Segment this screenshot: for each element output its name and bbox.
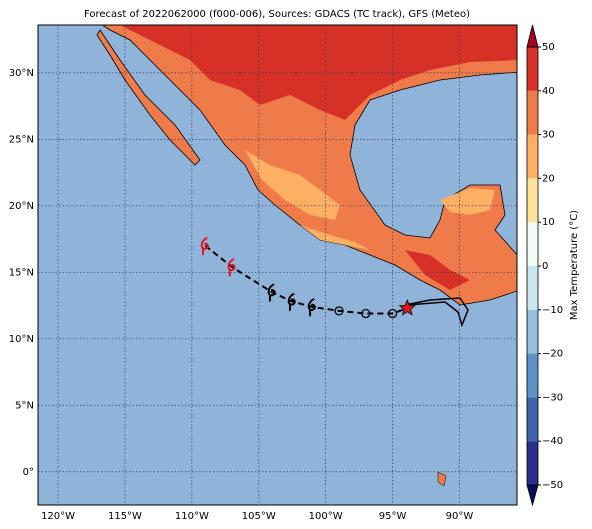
storm-symbol (287, 292, 296, 312)
colorbar-segment (527, 397, 538, 442)
y-tick-label: 0° (23, 467, 34, 478)
x-tick-label: 120°W (41, 511, 75, 522)
x-tick-label: 105°W (242, 511, 276, 522)
track-point (387, 308, 398, 319)
colorbar-tick-label: 0 (542, 261, 548, 272)
colorbar-tick-label: 50 (542, 42, 555, 53)
colorbar-over (526, 24, 539, 48)
colorbar-under (526, 484, 539, 507)
colorbar-tick-label: 30 (542, 130, 555, 141)
storm-symbol (307, 297, 316, 317)
current-position (398, 299, 416, 316)
y-tick-label: 30°N (9, 68, 34, 79)
x-tick-label: 110°W (175, 511, 209, 522)
track-point (334, 306, 344, 316)
colorbar-tick-label: −20 (542, 349, 563, 360)
map-frame (37, 24, 518, 506)
colorbar-tick-label: −30 (542, 392, 563, 403)
y-tick-label: 20°N (9, 201, 34, 212)
x-tick-label: 115°W (108, 511, 142, 522)
x-tick-label: 95°W (379, 511, 407, 522)
track-point (361, 308, 371, 319)
colorbar-tick-label: 10 (542, 217, 555, 228)
track-line (204, 244, 408, 315)
colorbar-segment (527, 222, 538, 266)
y-tick-label: 5°N (15, 400, 34, 411)
colorbar-segment (527, 441, 538, 485)
colorbar-tick-label: −40 (542, 436, 563, 447)
colorbar-segment (527, 47, 538, 91)
x-tick-label: 90°W (446, 511, 474, 522)
y-tick-label: 25°N (9, 134, 34, 145)
colorbar-tick-label: −10 (542, 305, 563, 316)
storm-symbol (200, 236, 209, 256)
map-title: Forecast of 2022062000 (f000-006), Sourc… (84, 9, 470, 20)
colorbar-tick-label: −50 (542, 480, 563, 491)
storm-symbol (267, 283, 276, 303)
land (96, 25, 517, 487)
x-tick-label: 100°W (309, 511, 343, 522)
colorbar-segment (527, 309, 538, 354)
colorbar-tick-label: 40 (542, 86, 555, 97)
colorbar-label: Max Temperature (°C) (569, 210, 580, 320)
storm-symbol (227, 258, 236, 277)
colorbar-segment (527, 266, 538, 310)
colorbar-tick-label: 20 (542, 173, 555, 184)
y-tick-label: 10°N (9, 334, 34, 345)
colorbar-segment (527, 178, 538, 223)
colorbar-segment (527, 90, 538, 135)
colorbar-segment (527, 353, 538, 398)
colorbar-segment (527, 134, 538, 179)
y-tick-label: 15°N (9, 267, 34, 278)
